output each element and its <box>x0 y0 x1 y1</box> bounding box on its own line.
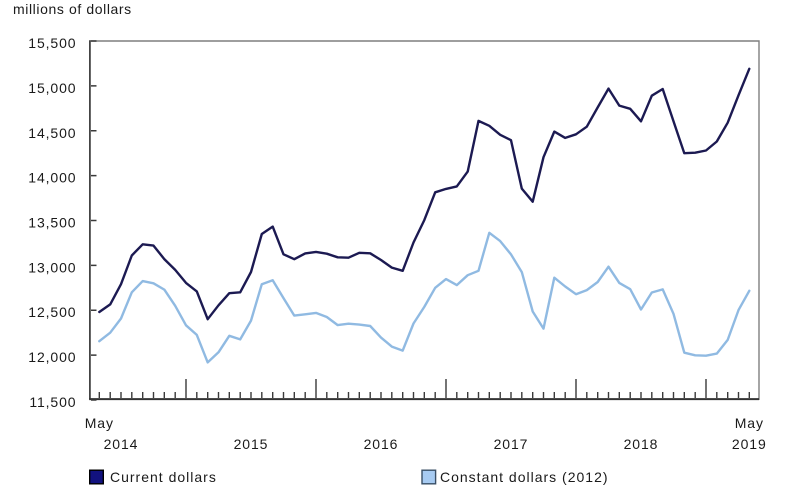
svg-text:2019: 2019 <box>732 436 767 452</box>
svg-text:14,000: 14,000 <box>28 170 76 186</box>
svg-text:May: May <box>85 415 114 431</box>
svg-text:2015: 2015 <box>234 436 269 452</box>
svg-text:15,500: 15,500 <box>28 35 76 51</box>
svg-text:Current dollars: Current dollars <box>110 469 217 485</box>
svg-text:11,500: 11,500 <box>29 394 76 410</box>
svg-text:2014: 2014 <box>104 436 139 452</box>
svg-text:millions of dollars: millions of dollars <box>13 1 132 17</box>
svg-text:12,500: 12,500 <box>28 304 76 320</box>
svg-text:13,000: 13,000 <box>28 259 76 275</box>
svg-text:12,000: 12,000 <box>28 349 76 365</box>
svg-text:May: May <box>735 415 764 431</box>
svg-text:2016: 2016 <box>364 436 399 452</box>
svg-text:2017: 2017 <box>494 436 529 452</box>
svg-text:14,500: 14,500 <box>28 125 76 141</box>
svg-text:Constant dollars (2012): Constant dollars (2012) <box>440 469 609 485</box>
svg-text:15,000: 15,000 <box>28 80 76 96</box>
svg-text:2018: 2018 <box>624 436 659 452</box>
svg-text:13,500: 13,500 <box>28 215 76 231</box>
